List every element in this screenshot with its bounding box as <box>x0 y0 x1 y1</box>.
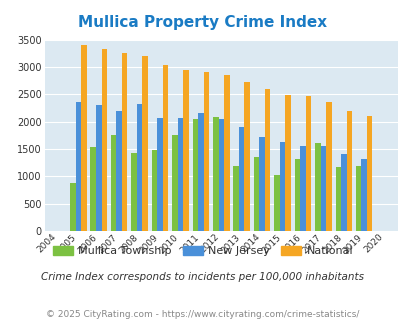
Bar <box>355 166 360 231</box>
Bar <box>122 53 127 231</box>
Bar <box>285 95 290 231</box>
Bar <box>335 167 340 231</box>
Bar <box>366 115 371 231</box>
Bar <box>259 137 264 231</box>
Bar <box>346 111 351 231</box>
Bar <box>320 146 325 231</box>
Bar <box>96 105 101 231</box>
Bar <box>81 45 86 231</box>
Bar <box>239 127 244 231</box>
Bar <box>90 147 96 231</box>
Bar <box>157 118 162 231</box>
Text: Mullica Property Crime Index: Mullica Property Crime Index <box>78 15 327 30</box>
Bar <box>253 157 259 231</box>
Bar <box>279 143 285 231</box>
Bar <box>136 104 142 231</box>
Bar <box>151 150 157 231</box>
Bar <box>162 65 168 231</box>
Text: © 2025 CityRating.com - https://www.cityrating.com/crime-statistics/: © 2025 CityRating.com - https://www.city… <box>46 310 359 319</box>
Bar <box>177 118 183 231</box>
Bar <box>325 102 331 231</box>
Bar <box>274 175 279 231</box>
Bar <box>183 70 188 231</box>
Bar <box>111 135 116 231</box>
Bar <box>75 102 81 231</box>
Legend: Mullica Township, New Jersey, National: Mullica Township, New Jersey, National <box>48 242 357 261</box>
Bar <box>198 114 203 231</box>
Bar <box>305 96 311 231</box>
Bar <box>142 56 147 231</box>
Bar <box>131 153 136 231</box>
Bar <box>101 49 107 231</box>
Bar <box>192 119 198 231</box>
Bar <box>340 154 346 231</box>
Bar <box>264 89 270 231</box>
Text: Crime Index corresponds to incidents per 100,000 inhabitants: Crime Index corresponds to incidents per… <box>41 272 364 282</box>
Bar <box>70 183 75 231</box>
Bar <box>299 146 305 231</box>
Bar <box>203 72 209 231</box>
Bar <box>116 111 121 231</box>
Bar <box>314 143 320 231</box>
Bar <box>218 119 224 231</box>
Bar <box>172 135 177 231</box>
Bar <box>360 159 366 231</box>
Bar <box>244 82 249 231</box>
Bar <box>224 75 229 231</box>
Bar <box>213 117 218 231</box>
Bar <box>294 159 299 231</box>
Bar <box>233 166 239 231</box>
